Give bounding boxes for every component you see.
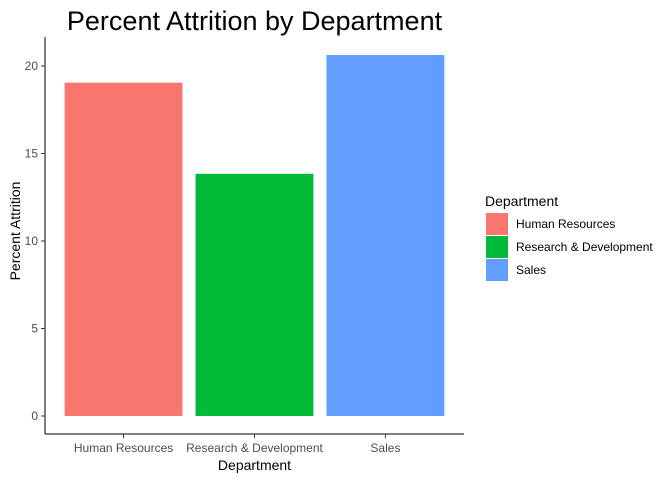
y-axis-ticks: 0 5 10 15 20 — [25, 59, 45, 423]
x-axis-ticks: Human Resources Research & Development Sal… — [74, 434, 400, 455]
y-axis-title: Percent Attrition — [7, 182, 23, 281]
y-tick-label: 20 — [25, 59, 39, 73]
chart-title: Percent Attrition by Department — [67, 6, 443, 36]
x-tick-label: Sales — [370, 441, 400, 455]
legend-label: Sales — [516, 263, 546, 277]
x-tick-label: Human Resources — [74, 441, 173, 455]
bar-3 — [326, 55, 445, 416]
legend-label: Human Resources — [516, 217, 615, 231]
y-tick-label: 15 — [25, 147, 39, 161]
legend-swatch — [486, 213, 508, 235]
y-tick-label: 10 — [25, 234, 39, 248]
x-axis-title: Department — [218, 457, 291, 473]
y-tick-label: 5 — [31, 321, 38, 335]
legend-title: Department — [485, 193, 558, 209]
plot-area — [64, 55, 445, 416]
legend: Department Human Resources Research & Dev… — [485, 193, 653, 281]
legend-swatch — [486, 236, 508, 258]
bar-1 — [64, 82, 183, 416]
x-tick-label: Research & Development — [186, 441, 323, 455]
y-tick-label: 0 — [31, 409, 38, 423]
legend-label: Research & Development — [516, 240, 653, 254]
legend-swatch — [486, 259, 508, 281]
bar-2 — [195, 173, 314, 416]
